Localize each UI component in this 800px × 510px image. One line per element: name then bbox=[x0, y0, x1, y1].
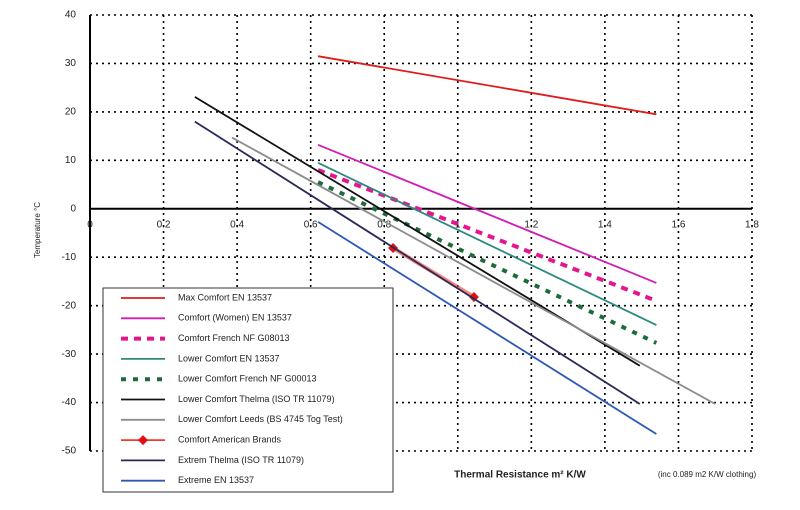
y-tick-label: -40 bbox=[62, 397, 77, 408]
x-tick-label: 1.4 bbox=[598, 219, 612, 230]
series-line bbox=[317, 55, 657, 116]
x-tick-label: 1.2 bbox=[524, 219, 538, 230]
legend-marker bbox=[138, 435, 148, 446]
y-tick-label: -10 bbox=[62, 252, 77, 263]
legend-label: Comfort American Brands bbox=[178, 434, 282, 444]
x-tick-label: 0.2 bbox=[157, 219, 171, 230]
x-axis-note: (inc 0.089 m2 K/W clothing) bbox=[658, 470, 757, 479]
series-line bbox=[317, 161, 657, 326]
series-line bbox=[317, 221, 657, 435]
legend: Max Comfort EN 13537 Comfort (Women) EN 1… bbox=[102, 287, 394, 493]
legend-label: Extrem Thelma (ISO TR 11079) bbox=[178, 455, 304, 465]
x-tick-label: 1 bbox=[455, 219, 461, 230]
y-tick-label: 10 bbox=[65, 155, 77, 166]
y-axis-title: Temperature °C bbox=[33, 202, 42, 258]
legend-label: Max Comfort EN 13537 bbox=[178, 292, 272, 302]
legend-box bbox=[102, 287, 394, 493]
series-line bbox=[231, 136, 716, 405]
x-tick-label: 1.6 bbox=[671, 219, 685, 230]
y-tick-label: -30 bbox=[62, 349, 77, 360]
y-tick-label: 20 bbox=[65, 107, 77, 118]
x-axis-title: Thermal Resistance m² K/W bbox=[454, 470, 586, 481]
legend-label: Lower Comfort French NF G00013 bbox=[178, 374, 317, 384]
x-tick-label: 0.6 bbox=[304, 219, 318, 230]
y-tick-label: 40 bbox=[65, 10, 77, 21]
x-tick-label: 1.8 bbox=[745, 219, 759, 230]
legend-label: Comfort French NF G08013 bbox=[178, 333, 290, 343]
legend-label: Extreme EN 13537 bbox=[178, 475, 254, 485]
series-line bbox=[317, 168, 658, 303]
y-tick-label: 0 bbox=[70, 203, 76, 214]
series-line bbox=[317, 143, 657, 284]
legend-label: Lower Comfort Leeds (BS 4745 Tog Test) bbox=[178, 414, 343, 424]
series-line bbox=[194, 120, 641, 405]
legend-label: Lower Comfort Thelma (ISO TR 11079) bbox=[178, 394, 335, 404]
legend-label: Lower Comfort EN 13537 bbox=[178, 353, 280, 363]
y-tick-label: -20 bbox=[62, 300, 77, 311]
x-tick-label: 0.8 bbox=[377, 219, 391, 230]
y-tick-label: 30 bbox=[65, 58, 77, 69]
y-tick-label: -50 bbox=[62, 446, 77, 457]
x-tick-label: 0.4 bbox=[230, 219, 244, 230]
series-line bbox=[317, 180, 658, 345]
legend-label: Comfort (Women) EN 13537 bbox=[178, 313, 292, 323]
